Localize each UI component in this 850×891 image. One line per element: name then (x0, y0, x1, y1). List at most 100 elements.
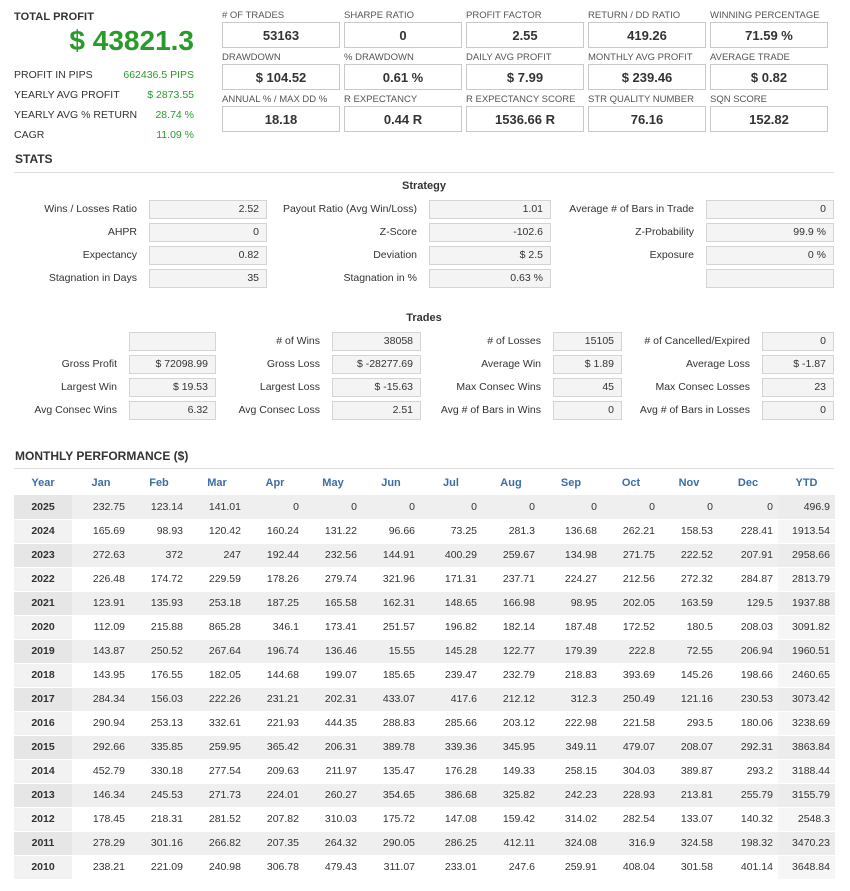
month-cell: 171.31 (420, 567, 482, 592)
ytd-cell: 3238.69 (778, 711, 835, 736)
trade-stat-label: # of Cancelled/Expired (644, 335, 750, 347)
column-header: YTD (795, 476, 818, 489)
month-cell: 239.47 (420, 663, 482, 688)
month-cell: 165.69 (72, 519, 130, 544)
metric-card: AVERAGE TRADE $ 0.82 (710, 52, 828, 90)
ytd-cell: 3648.84 (778, 855, 835, 880)
month-cell: 250.52 (130, 639, 188, 664)
column-header: Jan (91, 476, 111, 489)
month-cell: 98.95 (540, 591, 602, 616)
year-cell: 2015 (14, 735, 72, 760)
table-row: 2012 178.45 218.31 281.52 207.82 310.03 175.72… (14, 807, 835, 832)
column-header: Oct (621, 476, 641, 489)
column-header: Apr (265, 476, 285, 489)
month-cell: 143.87 (72, 639, 130, 664)
metric-value: 76.16 (588, 106, 706, 132)
month-cell: 180.5 (660, 615, 718, 640)
month-cell: 208.07 (660, 735, 718, 760)
month-cell: 144.91 (362, 543, 420, 568)
metric-label: PROFIT FACTOR (466, 10, 542, 21)
month-cell: 136.46 (304, 639, 362, 664)
month-cell: 233.01 (420, 855, 482, 880)
summary-row-label: YEARLY AVG PROFIT (14, 89, 120, 101)
year-cell: 2010 (14, 855, 72, 880)
month-cell: 314.02 (540, 807, 602, 832)
month-cell: 290.05 (362, 831, 420, 856)
trade-stat-label: # of Wins (276, 335, 320, 347)
stat-label: Expectancy (82, 249, 137, 261)
month-cell: 187.25 (246, 591, 304, 616)
trade-stat-label (0, 332, 117, 351)
month-cell: 212.56 (602, 567, 660, 592)
month-cell: 131.22 (304, 519, 362, 544)
month-cell: 147.08 (420, 807, 482, 832)
month-cell: 178.26 (246, 567, 304, 592)
month-cell: 149.33 (482, 759, 540, 784)
month-cell: 293.2 (718, 759, 778, 784)
year-cell: 2016 (14, 711, 72, 736)
metric-value: 152.82 (710, 106, 828, 132)
month-cell: 202.31 (304, 687, 362, 712)
month-cell: 335.85 (130, 735, 188, 760)
metric-card: ANNUAL % / MAX DD % 18.18 (222, 94, 340, 132)
month-cell: 0 (660, 495, 718, 520)
trade-stat-value: 45 (553, 378, 622, 397)
month-cell: 232.75 (72, 495, 130, 520)
summary-row: YEARLY AVG % RETURN 28.74 % (14, 105, 194, 125)
total-profit-label: TOTAL PROFIT (14, 11, 95, 23)
table-row: 2023 272.63 372 247 192.44 232.56 144.91 400.29… (14, 543, 835, 568)
month-cell: 255.79 (718, 783, 778, 808)
metric-label: R EXPECTANCY (344, 94, 418, 105)
month-cell: 417.6 (420, 687, 482, 712)
month-cell: 123.14 (130, 495, 188, 520)
month-cell: 166.98 (482, 591, 540, 616)
month-cell: 401.14 (718, 855, 778, 880)
month-cell: 277.54 (188, 759, 246, 784)
metric-value: $ 239.46 (588, 64, 706, 90)
month-cell: 231.21 (246, 687, 304, 712)
month-cell: 264.32 (304, 831, 362, 856)
month-cell: 345.95 (482, 735, 540, 760)
month-cell: 281.52 (188, 807, 246, 832)
table-row: 2022 226.48 174.72 229.59 178.26 279.74 321.96… (14, 567, 835, 592)
month-cell: 290.94 (72, 711, 130, 736)
month-cell: 122.77 (482, 639, 540, 664)
column-header: Sep (560, 476, 582, 489)
month-cell: 165.58 (304, 591, 362, 616)
table-row: 2014 452.79 330.18 277.54 209.63 211.97 135.47… (14, 759, 835, 784)
year-cell: 2014 (14, 759, 72, 784)
month-cell: 310.03 (304, 807, 362, 832)
month-cell: 279.74 (304, 567, 362, 592)
year-cell: 2018 (14, 663, 72, 688)
month-cell: 207.35 (246, 831, 304, 856)
trade-stat-label: Average Loss (685, 358, 750, 370)
month-cell: 203.12 (482, 711, 540, 736)
table-row: 2016 290.94 253.13 332.61 221.93 444.35 288.83… (14, 711, 835, 736)
table-row: 2019 143.87 250.52 267.64 196.74 136.46 15.55 1… (14, 639, 835, 664)
stat-label: AHPR (107, 226, 137, 238)
trade-stat-label: Avg Consec Loss (238, 404, 320, 416)
month-cell: 215.88 (130, 615, 188, 640)
month-cell: 232.56 (304, 543, 362, 568)
metric-card: DRAWDOWN $ 104.52 (222, 52, 340, 90)
month-cell: 112.09 (72, 615, 130, 640)
trade-stat-value: 0 (553, 401, 622, 420)
stat-value: 0 % (706, 246, 834, 265)
table-row: 2013 146.34 245.53 271.73 224.01 260.27 354.65… (14, 783, 835, 808)
month-cell: 444.35 (304, 711, 362, 736)
metric-label: DRAWDOWN (222, 52, 281, 63)
stat-label: Payout Ratio (Avg Win/Loss) (282, 203, 417, 215)
month-cell: 251.57 (362, 615, 420, 640)
trade-stat-label: Avg Consec Wins (34, 404, 117, 416)
month-cell: 230.53 (718, 687, 778, 712)
metric-card: R EXPECTANCY 0.44 R (344, 94, 462, 132)
metric-value: 0 (344, 22, 462, 48)
metric-card: # OF TRADES 53163 (222, 10, 340, 48)
month-cell: 0 (718, 495, 778, 520)
month-cell: 218.83 (540, 663, 602, 688)
month-cell: 301.16 (130, 831, 188, 856)
month-cell: 238.21 (72, 855, 130, 880)
month-cell: 156.03 (130, 687, 188, 712)
month-cell: 278.29 (72, 831, 130, 856)
month-cell: 162.31 (362, 591, 420, 616)
